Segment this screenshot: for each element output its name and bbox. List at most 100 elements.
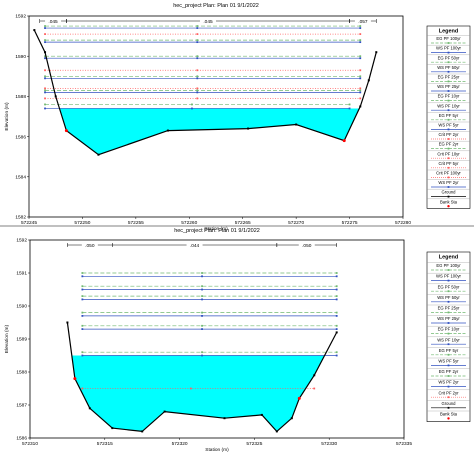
- profile-marker-2-2: [359, 39, 362, 42]
- profile-marker-0-1: [196, 25, 199, 27]
- profile-marker-11-2: [335, 354, 338, 357]
- profile-marker-3-2: [359, 41, 362, 44]
- legend-entry-3: EG PF 50yr: [438, 55, 460, 60]
- profile-marker-5-1: [201, 298, 203, 301]
- y-tick-label-4: 1590: [15, 54, 26, 60]
- legend-swatch-marker-6: [447, 90, 450, 92]
- x-tick-label-4: 572265: [235, 220, 251, 226]
- profile-marker-5-2: [359, 57, 362, 60]
- roughness-label-bg-2: [298, 242, 315, 248]
- profile-marker-0-2: [335, 272, 338, 274]
- profile-marker-7-1: [201, 315, 203, 317]
- ground-point-6: [247, 127, 250, 130]
- y-tick-label-2: 1588: [16, 370, 27, 376]
- profile-marker-12-0: [44, 107, 46, 110]
- legend-swatch-marker-1: [447, 269, 450, 271]
- legend-swatch-marker-14: [447, 406, 450, 409]
- legend-swatch-marker-14: [447, 166, 450, 169]
- roughness-label-bg-1: [186, 242, 203, 248]
- profile-marker-0-0: [44, 25, 46, 27]
- legend-entry-6: WS PF 25yr: [437, 316, 460, 321]
- ground-point-7: [260, 413, 263, 416]
- profile-marker-5-0: [81, 298, 84, 301]
- legend-entry-6: WS PF 25yr: [437, 84, 460, 89]
- y-tick-label-0: 1586: [16, 436, 27, 442]
- profile-marker-4-1: [196, 55, 199, 58]
- chart-title: hec_project Plan: Plan 01 9/1/2022: [174, 228, 260, 234]
- legend-swatch-marker-13: [447, 396, 450, 399]
- y-tick-label-2: 1586: [15, 134, 26, 140]
- x-tick-label-2: 572255: [128, 220, 144, 226]
- y-tick-label-3: 1589: [16, 337, 27, 343]
- y-tick-label-5: 1591: [16, 271, 27, 277]
- roughness-label-0: .050: [85, 243, 95, 249]
- cross-section-chart-2: hec_project Plan: Plan 01 9/1/2022 .050 .0…: [4, 228, 471, 453]
- profile-marker-0-0: [81, 272, 84, 274]
- legend-swatch-marker-9: [447, 353, 450, 356]
- profile-marker-8-1: [196, 89, 199, 92]
- profile-marker-3-1: [201, 288, 203, 291]
- roughness-label-bg-2: [354, 18, 371, 24]
- profile-marker-3-0: [44, 41, 46, 44]
- profile-marker-10-2: [335, 351, 338, 354]
- roughness-label-1: .044: [190, 243, 200, 249]
- profile-marker-13-0: [44, 33, 46, 35]
- water-fill: [71, 355, 325, 432]
- profile-marker-12-1: [191, 107, 193, 110]
- profile-marker-4-1: [201, 295, 203, 297]
- legend-swatch-marker-15: [447, 176, 450, 179]
- profile-marker-7-2: [359, 77, 362, 80]
- profile-marker-4-0: [81, 295, 84, 297]
- profile-marker-3-0: [81, 288, 84, 291]
- x-axis-label: Station (m): [205, 447, 229, 453]
- legend-entry-2: WS PF 100yr: [436, 274, 462, 279]
- profile-marker-2-0: [81, 285, 84, 288]
- legend-entry-14: Ground: [442, 401, 457, 406]
- ground-point-4: [141, 430, 144, 433]
- profile-marker-4-0: [44, 55, 46, 58]
- profile-marker-8-2: [359, 89, 362, 92]
- legend-swatch-marker-12: [447, 385, 450, 388]
- profile-marker-12-1: [189, 387, 192, 390]
- ground-point-11: [375, 51, 378, 54]
- profile-marker-13-1: [196, 33, 199, 35]
- profile-marker-3-1: [196, 41, 199, 44]
- legend-entry-8: WS PF 10yr: [437, 103, 460, 108]
- y-axis-label: Elevation (m): [4, 102, 10, 131]
- profile-marker-4-2: [359, 55, 362, 58]
- ground-point-8: [275, 430, 278, 433]
- legend-entry-13: Crit PF 2yr: [438, 390, 459, 395]
- profile-marker-10-1: [201, 351, 203, 354]
- profile-marker-6-1: [201, 311, 203, 314]
- profile-marker-15-1: [196, 69, 199, 72]
- profile-marker-6-2: [359, 75, 362, 78]
- x-tick-label-1: 572315: [97, 441, 113, 447]
- ground-point-4: [97, 153, 100, 156]
- profile-marker-14-1: [196, 87, 199, 90]
- legend-swatch-marker-8: [447, 343, 450, 346]
- profile-marker-9-0: [44, 91, 46, 94]
- profile-marker-2-1: [196, 39, 199, 42]
- profile-marker-7-0: [81, 315, 84, 317]
- cross-section-chart-1: hec_project Plan: Plan 01 9/1/2022 .045 .0…: [4, 3, 471, 232]
- legend-swatch-marker-16: [447, 186, 450, 188]
- legend-entry-2: WS PF 100yr: [436, 46, 462, 51]
- legend-entry-15: Crit PF 100yr: [436, 171, 461, 176]
- y-tick-label-4: 1590: [16, 304, 27, 310]
- legend-swatch-marker-9: [447, 118, 450, 121]
- legend-entry-1: EG PF 100yr: [436, 263, 461, 268]
- legend-entry-9: EG PF 5yr: [439, 113, 459, 118]
- ground-point-9: [359, 105, 362, 108]
- ground-point-3: [111, 427, 114, 430]
- profile-marker-6-0: [81, 311, 84, 314]
- legend-entry-4: WS PF 50yr: [437, 65, 460, 70]
- legend-entry-10: WS PF 5yr: [438, 359, 459, 364]
- legend-entry-7: EG PF 10yr: [438, 327, 460, 332]
- chart-title: hec_project Plan: Plan 01 9/1/2022: [173, 3, 259, 9]
- legend-swatch-18: [447, 205, 450, 208]
- x-tick-label-2: 572320: [172, 441, 188, 447]
- legend-entry-7: EG PF 10yr: [438, 94, 460, 99]
- y-tick-label-6: 1592: [16, 238, 27, 244]
- legend-entry-10: WS PF 5yr: [438, 123, 459, 128]
- x-tick-label-4: 572330: [321, 441, 337, 447]
